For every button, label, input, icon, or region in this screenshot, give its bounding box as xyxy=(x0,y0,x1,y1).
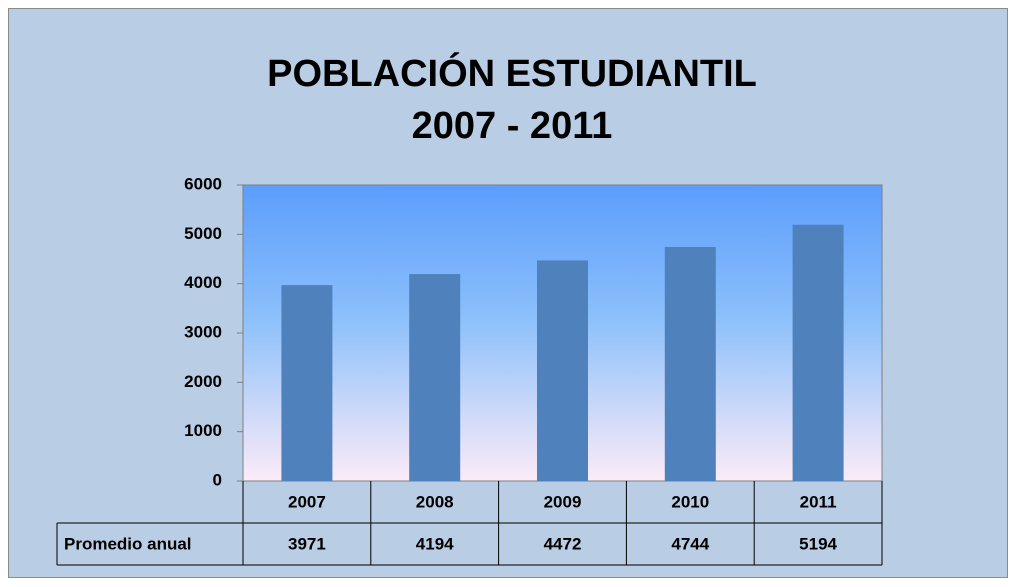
bar xyxy=(409,274,461,481)
y-tick-label: 5000 xyxy=(184,224,222,243)
y-tick-label: 1000 xyxy=(184,421,222,440)
x-tick-label: 2011 xyxy=(800,492,837,511)
table-value: 4194 xyxy=(416,534,454,553)
table-value: 3971 xyxy=(288,534,326,553)
bar xyxy=(281,285,333,481)
x-tick-label: 2009 xyxy=(544,492,582,511)
bar xyxy=(792,224,844,481)
bar xyxy=(664,246,716,481)
chart-title: POBLACIÓN ESTUDIANTIL xyxy=(267,51,757,95)
x-tick-label: 2008 xyxy=(416,492,454,511)
table-value: 4472 xyxy=(544,534,582,553)
table-value: 5194 xyxy=(799,534,837,553)
chart-subtitle: 2007 - 2011 xyxy=(412,105,613,147)
table-value: 4744 xyxy=(671,534,709,553)
y-tick-label: 2000 xyxy=(184,372,222,391)
legend-label: Promedio anual xyxy=(64,534,192,553)
y-tick-label: 6000 xyxy=(184,174,222,193)
y-tick-label: 0 xyxy=(213,470,222,489)
y-tick-label: 3000 xyxy=(184,322,222,341)
bar xyxy=(537,260,588,481)
x-tick-label: 2007 xyxy=(288,492,326,511)
y-tick-label: 4000 xyxy=(184,273,222,292)
x-tick-label: 2010 xyxy=(671,492,709,511)
